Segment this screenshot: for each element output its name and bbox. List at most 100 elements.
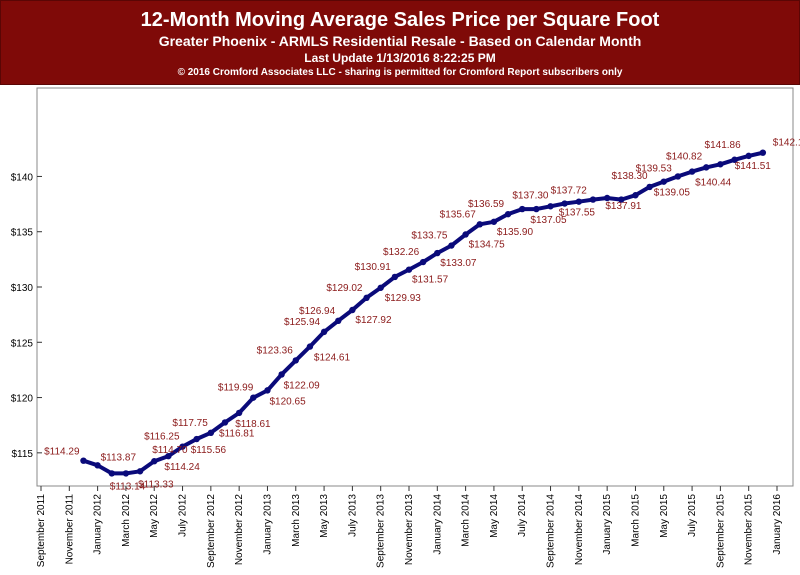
x-tick-label: May 2012 (149, 494, 160, 538)
data-point (108, 470, 115, 477)
x-tick-label: November 2012 (234, 494, 245, 566)
x-tick-label: September 2014 (546, 494, 557, 568)
data-label: $138.30 (611, 171, 648, 182)
y-tick-label: $125 (11, 338, 34, 349)
x-tick-label: July 2013 (347, 494, 358, 537)
data-point (193, 435, 200, 443)
plot-area (36, 87, 794, 487)
x-tick-label: July 2012 (178, 494, 189, 537)
data-label: $117.75 (172, 418, 208, 429)
data-label: $126.94 (299, 306, 336, 317)
data-label: $137.05 (530, 215, 567, 226)
y-tick-label: $115 (11, 449, 33, 460)
data-point (207, 429, 215, 437)
data-point (519, 205, 526, 213)
data-point (745, 152, 752, 160)
data-label: $140.44 (695, 178, 732, 189)
data-label: $141.51 (735, 161, 772, 172)
chart-subtitle: Greater Phoenix - ARMLS Residential Resa… (158, 33, 642, 49)
data-label: $139.05 (654, 188, 691, 199)
data-label: $113.14 (110, 481, 146, 492)
data-point (235, 409, 243, 417)
data-point (306, 343, 314, 350)
x-tick-label: September 2015 (715, 494, 726, 568)
data-point (759, 149, 767, 156)
data-label: $137.91 (605, 201, 642, 212)
data-label: $127.92 (355, 315, 392, 326)
data-point (646, 183, 653, 191)
data-labels: $114.29 $113.87 $113.14$113.33 $114.70 $114.… (44, 138, 800, 493)
x-tick-label: July 2015 (687, 494, 698, 537)
data-label: $137.72 (551, 186, 588, 197)
data-point (504, 210, 512, 218)
copyright-text: © 2016 Cromford Associates LLC - sharing… (177, 67, 623, 78)
data-point (405, 266, 413, 273)
data-label: $125.94 (284, 317, 321, 328)
x-tick-label: January 2016 (772, 494, 783, 555)
chart-header: 12-Month Moving Average Sales Price per … (0, 0, 800, 85)
x-tick-label: September 2013 (376, 494, 387, 568)
data-point (703, 164, 710, 171)
data-point (278, 371, 285, 378)
data-point (547, 203, 554, 210)
data-point (533, 205, 540, 213)
y-axis: $115 $120 $125 $130 $135 $140 (11, 172, 42, 460)
y-tick-label: $140 (11, 172, 34, 183)
x-tick-label: March 2013 (291, 494, 302, 547)
x-tick-label: May 2013 (319, 494, 330, 538)
data-point (377, 284, 384, 291)
data-point (136, 468, 144, 475)
x-tick-label: March 2014 (461, 494, 472, 547)
data-label: $137.55 (559, 208, 596, 219)
chart-title: 12-Month Moving Average Sales Price per … (140, 9, 660, 31)
data-point (94, 462, 101, 469)
data-point (674, 173, 682, 180)
y-tick-label: $130 (11, 283, 34, 294)
data-point (434, 249, 441, 257)
x-tick-label: May 2014 (489, 494, 500, 538)
data-point (250, 394, 257, 401)
x-tick-label: March 2012 (121, 494, 132, 547)
data-point (589, 196, 597, 203)
data-label: $134.75 (469, 240, 506, 251)
data-point (122, 470, 130, 477)
data-point (618, 196, 625, 203)
data-point (448, 242, 455, 249)
x-tick-label: January 2013 (262, 494, 273, 555)
x-axis: September 2011 November 2011 January 2012 M… (36, 486, 783, 568)
data-label: $130.91 (355, 262, 392, 273)
data-point (179, 443, 186, 450)
data-label: $129.93 (385, 293, 422, 304)
data-label: $133.07 (440, 258, 477, 269)
data-point (419, 258, 427, 266)
x-tick-label: January 2014 (432, 494, 443, 555)
data-label: $119.99 (218, 383, 254, 394)
line-chart: $115 $120 $125 $130 $135 $140 September 2011 N… (11, 87, 800, 568)
data-point (561, 200, 568, 207)
data-point (462, 231, 469, 238)
data-label: $122.09 (284, 380, 321, 391)
x-tick-label: November 2011 (64, 494, 75, 565)
data-point (660, 178, 667, 185)
x-tick-label: September 2012 (206, 494, 217, 568)
x-tick-label: September 2011 (36, 494, 47, 568)
data-point (575, 198, 583, 205)
data-label: $116.81 (219, 428, 255, 439)
last-update-text: Last Update 1/13/2016 8:22:25 PM (304, 51, 496, 65)
x-tick-label: January 2012 (93, 494, 104, 555)
x-tick-label: May 2015 (659, 494, 670, 538)
data-label: $114.24 (164, 462, 200, 473)
y-tick-label: $120 (11, 394, 34, 405)
data-points (80, 149, 767, 477)
data-label: $142.15 (773, 138, 800, 149)
data-label: $135.90 (497, 227, 534, 238)
x-tick-label: March 2015 (630, 494, 641, 547)
data-label: $115.56 (191, 445, 227, 456)
data-point (731, 156, 738, 163)
data-label: $139.53 (636, 164, 673, 175)
data-point (264, 387, 271, 394)
x-tick-label: November 2014 (574, 494, 585, 566)
data-label: $118.61 (235, 419, 271, 430)
data-label: $133.75 (411, 231, 448, 242)
data-point (603, 194, 611, 202)
